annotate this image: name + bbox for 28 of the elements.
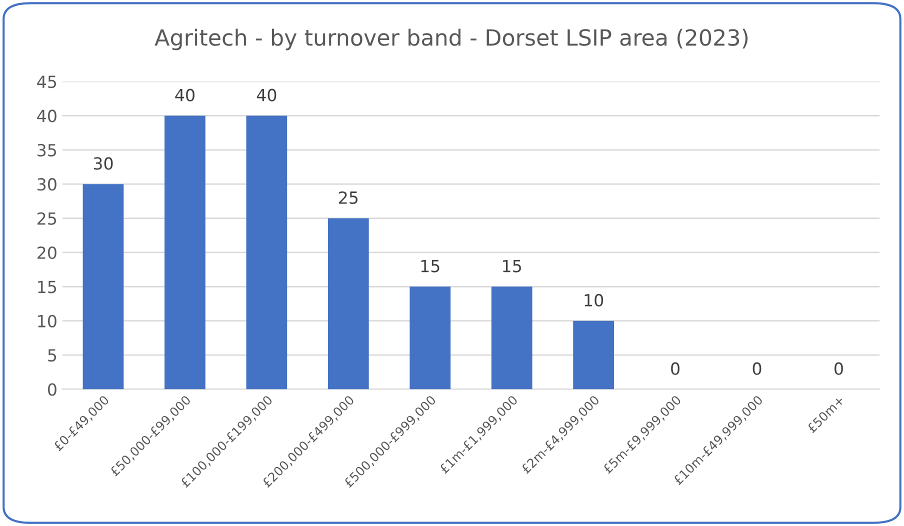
y-tick-label: 15 — [38, 280, 56, 294]
data-label: 30 — [94, 157, 113, 170]
data-label: 40 — [256, 88, 276, 102]
bar — [573, 320, 614, 390]
y-tick-label: 0 — [48, 383, 56, 396]
bar — [491, 286, 532, 390]
data-label: 40 — [175, 88, 194, 102]
y-tick-label: 25 — [38, 212, 56, 225]
data-label: 0 — [834, 362, 843, 375]
data-label: 0 — [671, 362, 680, 375]
bar — [164, 116, 206, 390]
bar — [82, 184, 124, 390]
y-tick-label: 20 — [38, 246, 56, 260]
chart-title: Agritech - by turnover band - Dorset LSIP area (2023) — [154, 28, 748, 50]
bar — [246, 116, 288, 390]
y-tick-label: 40 — [37, 110, 56, 122]
y-tick-label: 10 — [38, 314, 56, 328]
y-tick-label: 5 — [48, 349, 56, 362]
y-tick-label: 35 — [38, 144, 56, 156]
data-label: 15 — [421, 260, 440, 272]
y-tick-label: 45 — [37, 76, 56, 88]
data-label: 25 — [339, 191, 358, 204]
data-label: 10 — [584, 294, 604, 307]
bar — [328, 218, 369, 390]
data-label: 15 — [503, 260, 521, 272]
bar — [410, 286, 451, 390]
y-tick-label: 30 — [38, 178, 56, 191]
data-label: 0 — [752, 362, 762, 375]
